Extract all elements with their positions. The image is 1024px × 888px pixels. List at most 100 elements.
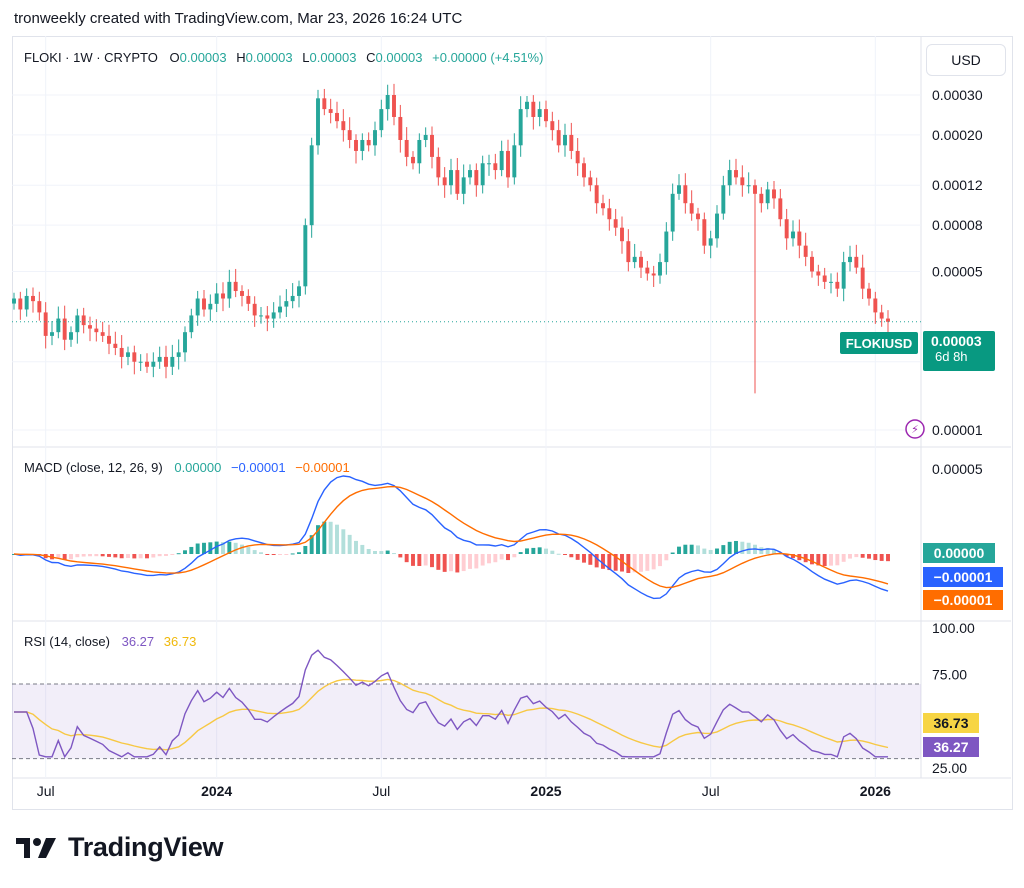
macd-histogram-bar [303, 545, 308, 554]
macd-histogram-bar [683, 544, 688, 554]
macd-histogram-bar [512, 554, 517, 558]
price-tick-label: 0.00030 [932, 87, 983, 103]
macd-hist-badge-value: 0.00000 [933, 545, 985, 561]
candle-body [195, 298, 200, 316]
macd-histogram-bar [265, 554, 270, 555]
price-tick-label: 0.00008 [932, 217, 983, 233]
candle-body [645, 267, 650, 274]
price-tick-label: 0.00005 [932, 263, 983, 279]
macd-histogram-bar [176, 553, 181, 555]
macd-title[interactable]: MACD (close, 12, 26, 9) [24, 460, 163, 475]
candle-body [683, 185, 688, 204]
candle-body [75, 315, 80, 333]
candle-body [550, 121, 555, 131]
macd-histogram-bar [563, 554, 567, 555]
symbol-label[interactable]: FLOKI · 1W · CRYPTO [24, 50, 158, 65]
candle-body [119, 347, 124, 357]
candle-body [233, 281, 238, 292]
candle-body [791, 231, 795, 239]
candle-body [271, 312, 276, 319]
macd-histogram-bar [208, 542, 213, 554]
macd-histogram-bar [88, 554, 92, 557]
macd-histogram-bar [385, 550, 390, 554]
macd-histogram-bar [651, 554, 656, 570]
macd-histogram-bar [119, 554, 124, 559]
candle-body [854, 256, 859, 268]
rsi-band [12, 684, 921, 759]
macd-histogram-bar [822, 554, 827, 567]
macd-histogram-bar [347, 534, 352, 554]
candle-body [240, 291, 244, 296]
candle-body [176, 352, 181, 357]
close-value: 0.00003 [375, 50, 423, 65]
macd-histogram-bar [100, 554, 105, 557]
candle-body [202, 298, 206, 310]
candle-body [474, 170, 479, 186]
candle-body [626, 241, 631, 263]
candle-body [759, 193, 764, 204]
lightning-icon[interactable]: ⚡ [904, 418, 926, 440]
candle-body [841, 262, 846, 289]
candle-body [316, 98, 320, 146]
candle-body [702, 219, 707, 246]
macd-histogram-bar [202, 542, 206, 554]
candle-body [354, 139, 358, 151]
candle-body [582, 163, 586, 178]
candle-body [537, 109, 542, 117]
candle-body [721, 185, 726, 214]
candle-body [506, 150, 510, 178]
macd-histogram-bar [240, 544, 244, 554]
macd-histogram-bar [645, 554, 650, 571]
macd-histogram-bar [626, 554, 631, 573]
macd-line-badge: −0.00001 [923, 567, 1003, 587]
candle-body [810, 256, 814, 272]
rsi-ma-badge: 36.73 [923, 713, 979, 733]
macd-histogram-bar [677, 546, 681, 554]
candle-body [639, 256, 643, 268]
macd-histogram-bar [392, 553, 396, 555]
macd-histogram-bar [138, 554, 143, 559]
rsi-legend: RSI (14, close) 36.27 36.73 [24, 634, 196, 649]
candle-body [322, 98, 327, 110]
bar-countdown: 6d 8h [935, 349, 968, 364]
tradingview-mark-icon [16, 837, 56, 858]
candle-body [360, 139, 365, 151]
macd-legend: MACD (close, 12, 26, 9) 0.00000 −0.00001… [24, 460, 350, 475]
rsi-tick-label: 25.00 [932, 760, 967, 776]
price-tick-label: 0.00020 [932, 127, 983, 143]
candle-body [569, 134, 574, 151]
macd-histogram-bar [259, 552, 263, 554]
candle-body [632, 256, 637, 263]
tradingview-logo[interactable]: TradingView [16, 832, 224, 863]
candle-body [835, 281, 840, 289]
high-value: 0.00003 [245, 50, 293, 65]
candle-body [487, 163, 491, 165]
rsi-title[interactable]: RSI (14, close) [24, 634, 110, 649]
low-value: 0.00003 [309, 50, 357, 65]
macd-histogram-bar [765, 547, 770, 554]
macd-histogram-bar [297, 552, 301, 554]
candle-body [417, 139, 422, 164]
candle-body [138, 361, 143, 363]
price-tick-label: 0.00012 [932, 177, 983, 193]
candle-body [803, 245, 808, 257]
currency-button[interactable]: USD [926, 44, 1006, 76]
macd-histogram-bar [810, 554, 814, 565]
candle-body [183, 332, 187, 353]
macd-histogram-bar [550, 550, 555, 554]
macd-histogram-bar [670, 552, 675, 554]
candle-body [278, 306, 282, 313]
macd-histogram-bar [544, 548, 548, 554]
candle-body [50, 332, 54, 336]
candle-body [214, 293, 219, 304]
rsi-value: 36.27 [121, 634, 155, 649]
rsi-line [14, 649, 888, 759]
candle-body [170, 356, 175, 367]
macd-histogram-bar [696, 545, 700, 554]
macd-histogram-bar [132, 554, 137, 559]
candle-body [607, 208, 612, 220]
macd-tick-label: 0.00005 [932, 461, 983, 477]
candle-body [848, 256, 852, 263]
candle-body [436, 156, 441, 178]
